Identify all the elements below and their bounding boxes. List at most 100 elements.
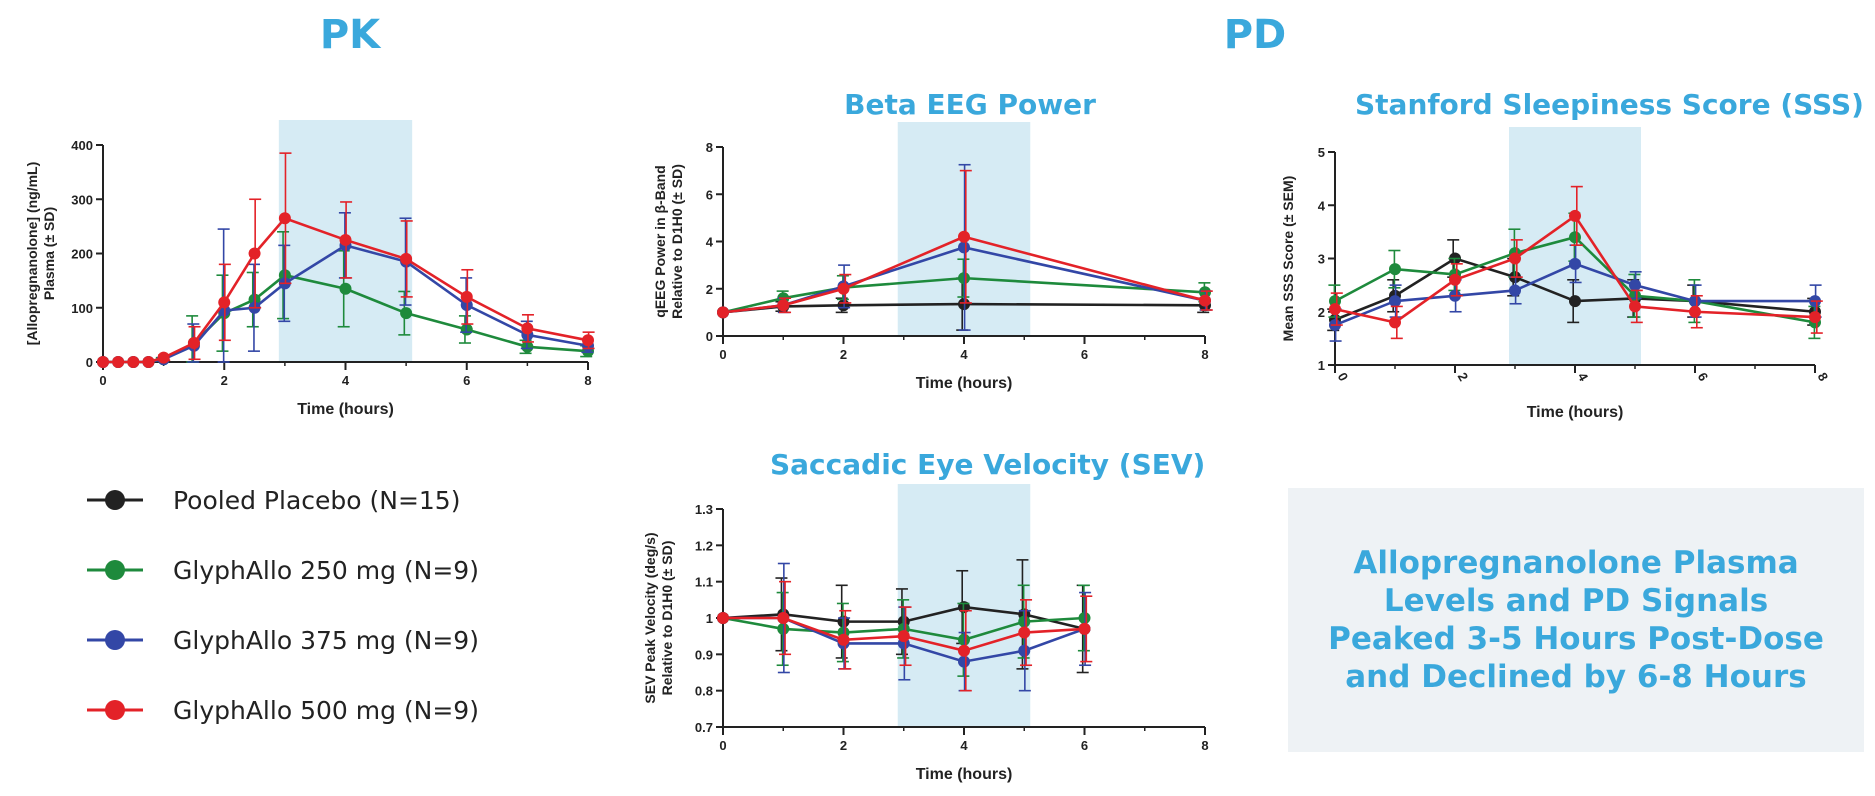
data-point <box>1078 622 1091 635</box>
x-axis-label: Time (hours) <box>1527 404 1624 421</box>
data-point <box>1569 257 1581 270</box>
x-tick-label: 8 <box>1815 370 1832 384</box>
shaded-window <box>1509 127 1641 365</box>
x-tick-label: 4 <box>1575 370 1592 384</box>
data-point <box>400 307 413 320</box>
y-axis-label-line: [Allopregnanolone] (ng/mL) <box>24 162 40 346</box>
series-line <box>722 235 1206 314</box>
pk-title: PK <box>319 12 381 58</box>
data-point <box>1509 271 1521 284</box>
data-point <box>142 356 155 368</box>
x-tick-label: 2 <box>840 347 847 362</box>
data-point <box>521 328 534 341</box>
data-point <box>837 633 850 646</box>
data-point <box>460 290 473 303</box>
data-point <box>1629 292 1641 305</box>
y-axis-label: qEEG Power in β-BandRelative to D1H0 (± … <box>652 164 685 319</box>
series-glyphallo-500-mg-n-9 <box>717 169 1213 319</box>
data-point <box>157 351 170 364</box>
series-line <box>723 616 1085 663</box>
data-point <box>1449 273 1461 286</box>
data-point <box>460 299 473 312</box>
y-tick-label: 4 <box>706 235 714 250</box>
data-point <box>187 337 200 350</box>
data-point <box>897 637 910 650</box>
legend-marker-250mg <box>87 560 143 580</box>
data-point <box>1329 303 1341 316</box>
data-point <box>1018 626 1031 639</box>
summary-callout-text: Allopregnanolone Plasma Levels and PD Si… <box>1328 545 1824 695</box>
data-point <box>218 307 231 320</box>
data-point <box>1509 284 1521 297</box>
series-line <box>723 616 1085 653</box>
data-point <box>1389 316 1401 329</box>
data-point <box>897 630 910 643</box>
y-axis-label-line: Relative to D1H0 (± SD) <box>659 541 675 696</box>
data-point <box>1199 294 1211 307</box>
legend-item-375mg: GlyphAllo 375 mg (N=9) <box>85 605 479 675</box>
data-point <box>127 356 140 368</box>
series-glyphallo-375-mg-n-9 <box>717 163 1212 331</box>
data-point <box>142 356 155 368</box>
data-point <box>218 296 231 309</box>
x-tick-label: 6 <box>1081 738 1088 753</box>
data-point <box>837 626 850 639</box>
legend-item-500mg: GlyphAllo 500 mg (N=9) <box>85 675 479 745</box>
legend-item-placebo: Pooled Placebo (N=15) <box>85 465 479 535</box>
series-pooled-placebo-n-15 <box>717 559 1091 674</box>
data-point <box>157 353 170 366</box>
series-glyphallo-375-mg-n-9 <box>717 562 1092 692</box>
data-point <box>1629 300 1641 313</box>
data-point <box>157 353 170 366</box>
data-point <box>717 612 729 624</box>
y-tick-label: 8 <box>706 140 713 155</box>
data-point <box>1569 231 1581 244</box>
data-point <box>717 306 729 319</box>
data-point <box>187 337 200 350</box>
shaded-window <box>897 484 1031 727</box>
legend: Pooled Placebo (N=15) GlyphAllo 250 mg (… <box>85 465 479 745</box>
data-point <box>127 356 140 368</box>
data-point <box>1018 608 1031 621</box>
legend-label-500mg: GlyphAllo 500 mg (N=9) <box>173 695 479 725</box>
data-point <box>1389 263 1401 276</box>
y-tick-label: 2 <box>706 282 713 297</box>
series-glyphallo-250-mg-n-9 <box>717 258 1211 319</box>
series-pooled-placebo-n-15 <box>1327 239 1821 332</box>
pd-title: PD <box>1223 12 1287 58</box>
data-point <box>112 356 125 368</box>
shaded-window <box>897 122 1031 336</box>
y-tick-label: 6 <box>706 187 713 202</box>
data-point <box>339 233 352 246</box>
x-tick-label: 2 <box>1455 370 1472 384</box>
data-point <box>958 601 970 614</box>
data-point <box>1569 295 1581 308</box>
data-point <box>278 269 291 282</box>
data-point <box>958 230 970 243</box>
x-tick-label: 6 <box>1695 370 1712 384</box>
data-point <box>1078 622 1091 635</box>
y-tick-label: 0 <box>706 329 713 344</box>
y-tick-label: 0 <box>86 355 93 370</box>
data-point <box>1329 319 1341 332</box>
data-point <box>1689 295 1701 308</box>
legend-label-250mg: GlyphAllo 250 mg (N=9) <box>173 555 479 585</box>
x-tick-label: 0 <box>99 373 106 388</box>
series-glyphallo-375-mg-n-9 <box>97 212 594 368</box>
x-tick-label: 0 <box>1335 370 1352 384</box>
y-tick-label: 2 <box>1318 305 1325 320</box>
x-tick-label: 2 <box>221 373 228 388</box>
x-tick-label: 4 <box>960 347 968 362</box>
y-tick-label: 0.8 <box>695 684 713 699</box>
data-point <box>97 356 109 368</box>
series-line <box>1334 235 1816 324</box>
x-axis-label: Time (hours) <box>916 766 1013 783</box>
data-point <box>958 633 970 646</box>
legend-item-250mg: GlyphAllo 250 mg (N=9) <box>85 535 479 605</box>
data-point <box>897 615 910 628</box>
series-glyphallo-375-mg-n-9 <box>1329 244 1822 342</box>
y-tick-label: 0.7 <box>695 720 713 735</box>
data-point <box>1018 644 1031 657</box>
data-point <box>248 247 261 260</box>
summary-callout: Allopregnanolone Plasma Levels and PD Si… <box>1288 488 1864 752</box>
